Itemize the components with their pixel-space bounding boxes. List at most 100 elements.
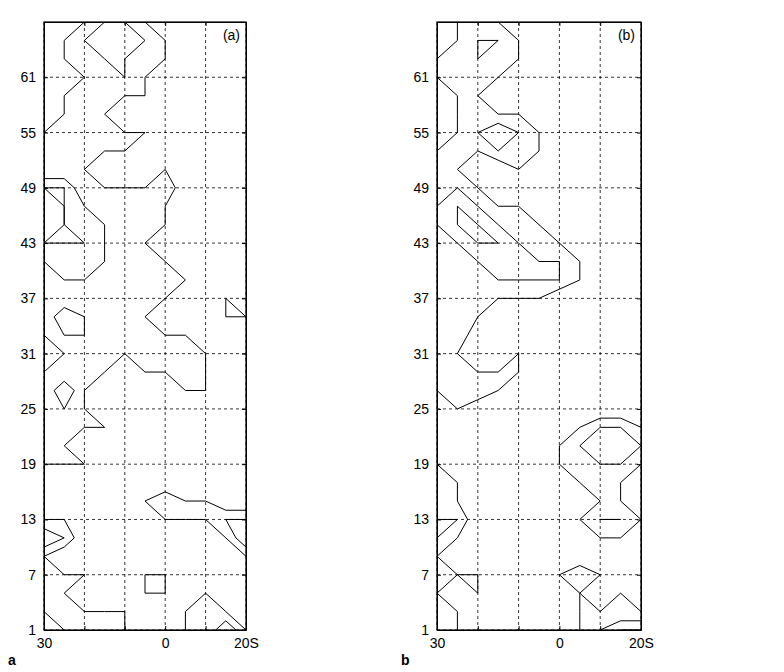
axis: 30 0 20S bbox=[37, 626, 259, 651]
tick-mark bbox=[637, 188, 641, 189]
tick bbox=[637, 133, 641, 134]
contours bbox=[437, 22, 641, 630]
tick-mark bbox=[242, 354, 246, 355]
tick: 61 bbox=[413, 69, 441, 85]
tick: 43 bbox=[413, 235, 441, 251]
tick-mark bbox=[242, 409, 246, 410]
axis bbox=[45, 22, 247, 26]
tick bbox=[125, 22, 126, 26]
grid-line bbox=[600, 22, 601, 630]
tick bbox=[242, 243, 246, 244]
tick bbox=[637, 354, 641, 355]
tick-mark bbox=[519, 22, 520, 26]
tick bbox=[242, 298, 246, 299]
tick-label: 55 bbox=[413, 125, 429, 141]
tick: 61 bbox=[20, 69, 48, 85]
axis-line bbox=[438, 630, 642, 631]
tick: 49 bbox=[413, 180, 441, 196]
tick bbox=[478, 22, 479, 26]
tick-mark bbox=[437, 133, 441, 134]
tick: 19 bbox=[413, 456, 441, 472]
contour-line bbox=[437, 22, 641, 630]
tick bbox=[600, 626, 601, 630]
contour-line bbox=[457, 206, 641, 630]
tick-mark bbox=[600, 22, 601, 26]
grid-line bbox=[437, 243, 641, 244]
tick-mark bbox=[437, 298, 441, 299]
tick-mark bbox=[44, 354, 48, 355]
tick-label: 37 bbox=[20, 290, 36, 306]
tick-mark bbox=[559, 22, 560, 26]
tick-label: 20S bbox=[234, 635, 259, 651]
tick-mark bbox=[437, 243, 441, 244]
tick-label: 13 bbox=[413, 511, 429, 527]
chart-root: 30020S17131925313743495561(a)a30020S1713… bbox=[0, 0, 784, 672]
axis bbox=[438, 22, 642, 26]
tick bbox=[637, 630, 641, 631]
panel: 30020S17131925313743495561(b)b bbox=[401, 13, 654, 668]
tick-label: 1 bbox=[28, 622, 36, 638]
tick-mark bbox=[637, 243, 641, 244]
tick: 55 bbox=[20, 125, 48, 141]
tick: 13 bbox=[413, 511, 441, 527]
grid-line bbox=[437, 353, 641, 354]
contours bbox=[44, 22, 246, 630]
tick bbox=[559, 22, 560, 26]
tick: 43 bbox=[20, 235, 48, 251]
tick bbox=[242, 409, 246, 410]
tick-mark bbox=[637, 133, 641, 134]
tick-mark bbox=[165, 626, 166, 630]
grid-line bbox=[44, 408, 246, 409]
tick: 55 bbox=[413, 125, 441, 141]
tick: 1 bbox=[421, 622, 441, 638]
tick-mark bbox=[44, 409, 48, 410]
tick-label: 20S bbox=[629, 635, 654, 651]
tick-mark bbox=[437, 77, 441, 78]
tick-label: 55 bbox=[20, 125, 36, 141]
tick: 37 bbox=[20, 290, 48, 306]
tick-label: 7 bbox=[28, 567, 36, 583]
tick bbox=[519, 626, 520, 630]
tick-mark bbox=[437, 354, 441, 355]
tick-mark bbox=[437, 575, 441, 576]
tick: 31 bbox=[20, 346, 48, 362]
tick bbox=[242, 354, 246, 355]
axis-line bbox=[45, 22, 247, 23]
axis-line bbox=[438, 22, 642, 23]
tick-label: 30 bbox=[37, 635, 53, 651]
tick bbox=[478, 626, 479, 630]
tick: 13 bbox=[20, 511, 48, 527]
tick bbox=[242, 519, 246, 520]
tick-label: 0 bbox=[162, 635, 170, 651]
tick-label: 25 bbox=[20, 401, 36, 417]
tick-mark bbox=[600, 626, 601, 630]
tick: 0 bbox=[162, 626, 170, 651]
tick-mark bbox=[242, 519, 246, 520]
tick-mark bbox=[242, 630, 246, 631]
contour-line bbox=[44, 188, 84, 243]
tick bbox=[637, 77, 641, 78]
tick: 7 bbox=[421, 567, 441, 583]
tick-mark bbox=[206, 22, 207, 26]
axis-line bbox=[45, 630, 247, 631]
grid-line bbox=[44, 353, 246, 354]
tick-mark bbox=[44, 243, 48, 244]
tick-mark bbox=[637, 298, 641, 299]
tick bbox=[84, 626, 85, 630]
tick-mark bbox=[637, 464, 641, 465]
tick bbox=[242, 575, 246, 576]
tick-label: 49 bbox=[413, 180, 429, 196]
tick bbox=[600, 22, 601, 26]
tick bbox=[242, 188, 246, 189]
contour-line bbox=[437, 40, 641, 630]
panel-title: (a) bbox=[223, 27, 240, 43]
tick-mark bbox=[242, 298, 246, 299]
grid bbox=[437, 22, 641, 630]
tick-label: 31 bbox=[413, 346, 429, 362]
tick bbox=[242, 133, 246, 134]
tick: 49 bbox=[20, 180, 48, 196]
tick bbox=[637, 409, 641, 410]
tick-mark bbox=[125, 22, 126, 26]
tick bbox=[637, 519, 641, 520]
frame bbox=[44, 22, 246, 630]
